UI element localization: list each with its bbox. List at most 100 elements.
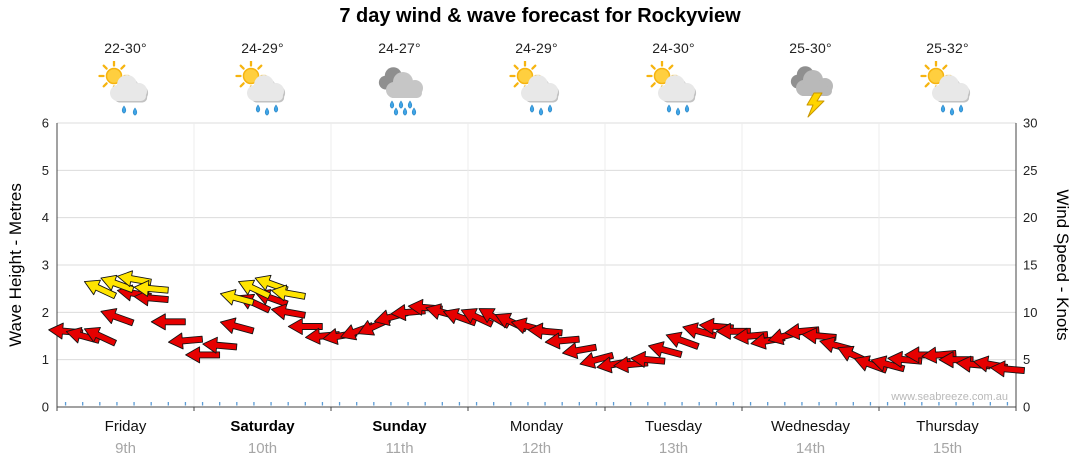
day-headers: 22-30° 24-29° 24-27° 24-29° (57, 40, 1016, 119)
wind-arrow (784, 323, 820, 340)
temp-range: 25-32° (926, 40, 969, 56)
temp-range: 24-29° (241, 40, 284, 56)
wind-arrow (202, 336, 238, 354)
wind-arrow (665, 331, 700, 350)
gust-arrow (133, 280, 169, 297)
day-header-saturday: 24-29° (194, 40, 331, 119)
wind-arrow (562, 342, 598, 360)
day-label-wednesday: Wednesday 14th (742, 418, 879, 457)
wind-arrow (168, 332, 204, 350)
cloud-icon (385, 72, 423, 98)
day-label-thursday: Thursday 15th (879, 418, 1016, 457)
day-name: Tuesday (645, 418, 702, 435)
weather-icon-slot (916, 60, 980, 119)
temp-range: 22-30° (104, 40, 147, 56)
right-axis-tick: 25 (1023, 163, 1037, 178)
day-date: 15th (932, 440, 963, 457)
raindrop-icon (949, 107, 954, 116)
raindrop-icon (393, 107, 398, 116)
left-axis-tick: 3 (42, 258, 49, 273)
day-labels: Friday 9th Saturday 10th Sunday 11th Monday 12t… (57, 418, 1016, 457)
right-axis-tick: 5 (1023, 352, 1030, 367)
wind-arrow (630, 351, 666, 368)
day-label-sunday: Sunday 11th (331, 418, 468, 457)
left-axis-ticks: 0 1 2 3 4 5 6 (42, 116, 49, 415)
page-title: 7 day wind & wave forecast for Rockyview (339, 5, 741, 27)
day-label-monday: Monday 12th (468, 418, 605, 457)
day-name: Thursday (916, 418, 979, 435)
left-axis-label: Wave Height - Metres (6, 183, 25, 347)
day-date: 11th (385, 440, 414, 457)
right-axis-ticks: 0 5 10 15 20 25 30 (1023, 116, 1037, 415)
raindrop-icon (547, 104, 552, 113)
temp-range: 24-30° (652, 40, 695, 56)
wind-arrow (579, 351, 615, 369)
lightning-icon (806, 92, 824, 118)
gridlines (57, 122, 1016, 361)
wind-arrow (83, 327, 117, 347)
raindrop-icon (666, 104, 671, 113)
day-label-saturday: Saturday 10th (194, 418, 331, 457)
temp-range: 24-29° (515, 40, 558, 56)
day-name: Saturday (230, 418, 295, 435)
wind-arrow (460, 308, 494, 328)
raindrop-icon (411, 107, 416, 116)
day-header-thursday: 25-32° (879, 40, 1016, 119)
right-axis-tick: 15 (1023, 258, 1037, 273)
cloud-icon (109, 75, 147, 101)
temp-range: 24-27° (378, 40, 421, 56)
day-name: Sunday (372, 418, 427, 435)
raindrop-icon (389, 100, 394, 109)
wind-arrow (133, 289, 169, 307)
raindrop-icon (402, 107, 407, 116)
wind-arrow (287, 318, 323, 335)
weather-icon-slot (94, 60, 158, 119)
raindrop-icon (529, 104, 534, 113)
weather-icon-slot (779, 61, 843, 119)
day-date: 12th (521, 440, 552, 457)
cloud-icon (246, 75, 284, 101)
day-header-wednesday: 25-30° (742, 40, 879, 119)
day-name: Friday (104, 418, 147, 435)
sun-shower-icon (645, 60, 696, 116)
sun-shower-icon (508, 60, 559, 116)
day-header-friday: 22-30° (57, 40, 194, 119)
sun-icon (234, 60, 267, 92)
gust-arrow (116, 270, 152, 288)
sun-shower-icon (919, 60, 970, 116)
wind-arrow (527, 322, 563, 340)
wind-arrow (921, 346, 957, 364)
gust-arrow (271, 284, 306, 302)
raindrop-icon (273, 104, 278, 113)
left-axis-tick: 2 (42, 305, 49, 320)
gust-arrow (238, 279, 272, 300)
left-axis-tick: 4 (42, 210, 49, 225)
left-axis-tick: 0 (42, 400, 49, 415)
raindrop-icon (398, 100, 403, 109)
cloud-icon (931, 75, 969, 101)
wind-arrow (544, 332, 580, 350)
axis-lines (56, 123, 1017, 411)
wind-arrow (271, 303, 306, 321)
wind-arrow (150, 313, 186, 331)
watermark: www.seabreeze.com.au (891, 391, 1008, 403)
raindrop-icon (255, 104, 260, 113)
gust-arrow (83, 279, 117, 300)
rain-icon (378, 67, 423, 116)
weather-icon-slot (642, 60, 706, 119)
right-axis-tick: 20 (1023, 210, 1037, 225)
day-date: 14th (795, 440, 826, 457)
raindrop-icon (407, 100, 412, 109)
cloud-icon (795, 70, 833, 96)
sun-shower-icon (234, 60, 285, 116)
right-axis-tick: 0 (1023, 400, 1030, 415)
raindrop-icon (132, 107, 137, 116)
raindrop-icon (684, 104, 689, 113)
left-axis-tick: 5 (42, 163, 49, 178)
weather-icon-slot (505, 60, 569, 119)
weather-icon-slot (368, 61, 432, 119)
day-label-friday: Friday 9th (57, 418, 194, 457)
weather-icon-slot (231, 60, 295, 119)
